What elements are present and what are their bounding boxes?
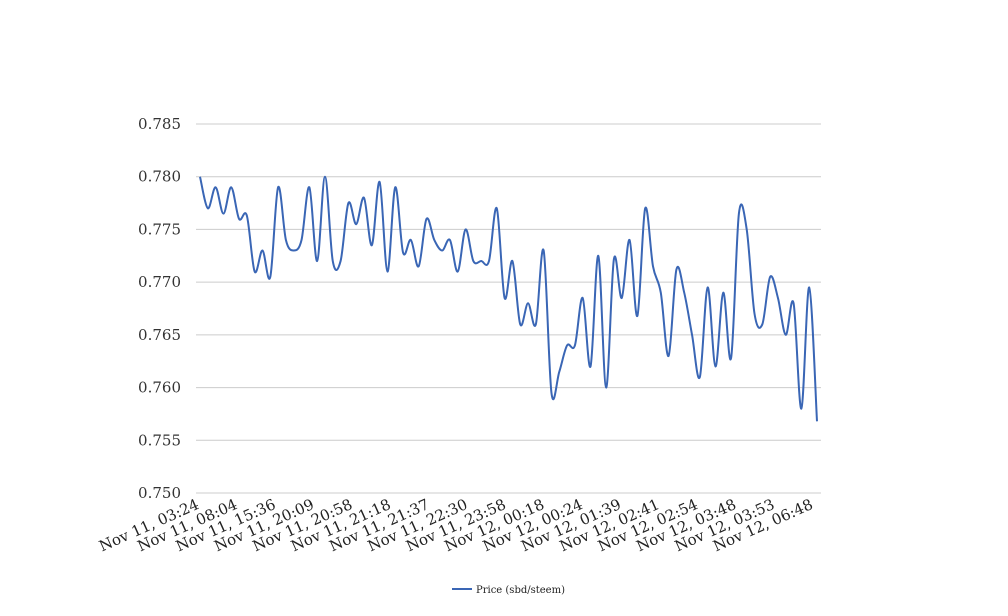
y-tick-label: 0.765 <box>138 326 181 344</box>
legend-label-price: Price (sbd/steem) <box>476 585 565 596</box>
y-tick-label: 0.785 <box>138 115 181 133</box>
y-tick-label: 0.780 <box>138 168 181 186</box>
y-tick-label: 0.775 <box>138 220 181 238</box>
legend: Price (sbd/steem) <box>452 585 565 596</box>
y-tick-label: 0.770 <box>138 273 181 291</box>
y-axis-ticks: 0.750 0.755 0.760 0.765 0.770 0.775 0.780 0.785 <box>138 115 181 502</box>
series-line-price <box>199 175 818 422</box>
grid-layer <box>196 123 821 494</box>
y-tick-label: 0.760 <box>138 379 181 397</box>
y-tick-label: 0.750 <box>138 484 181 502</box>
y-tick-label: 0.755 <box>138 431 181 449</box>
series-layer <box>199 175 818 422</box>
